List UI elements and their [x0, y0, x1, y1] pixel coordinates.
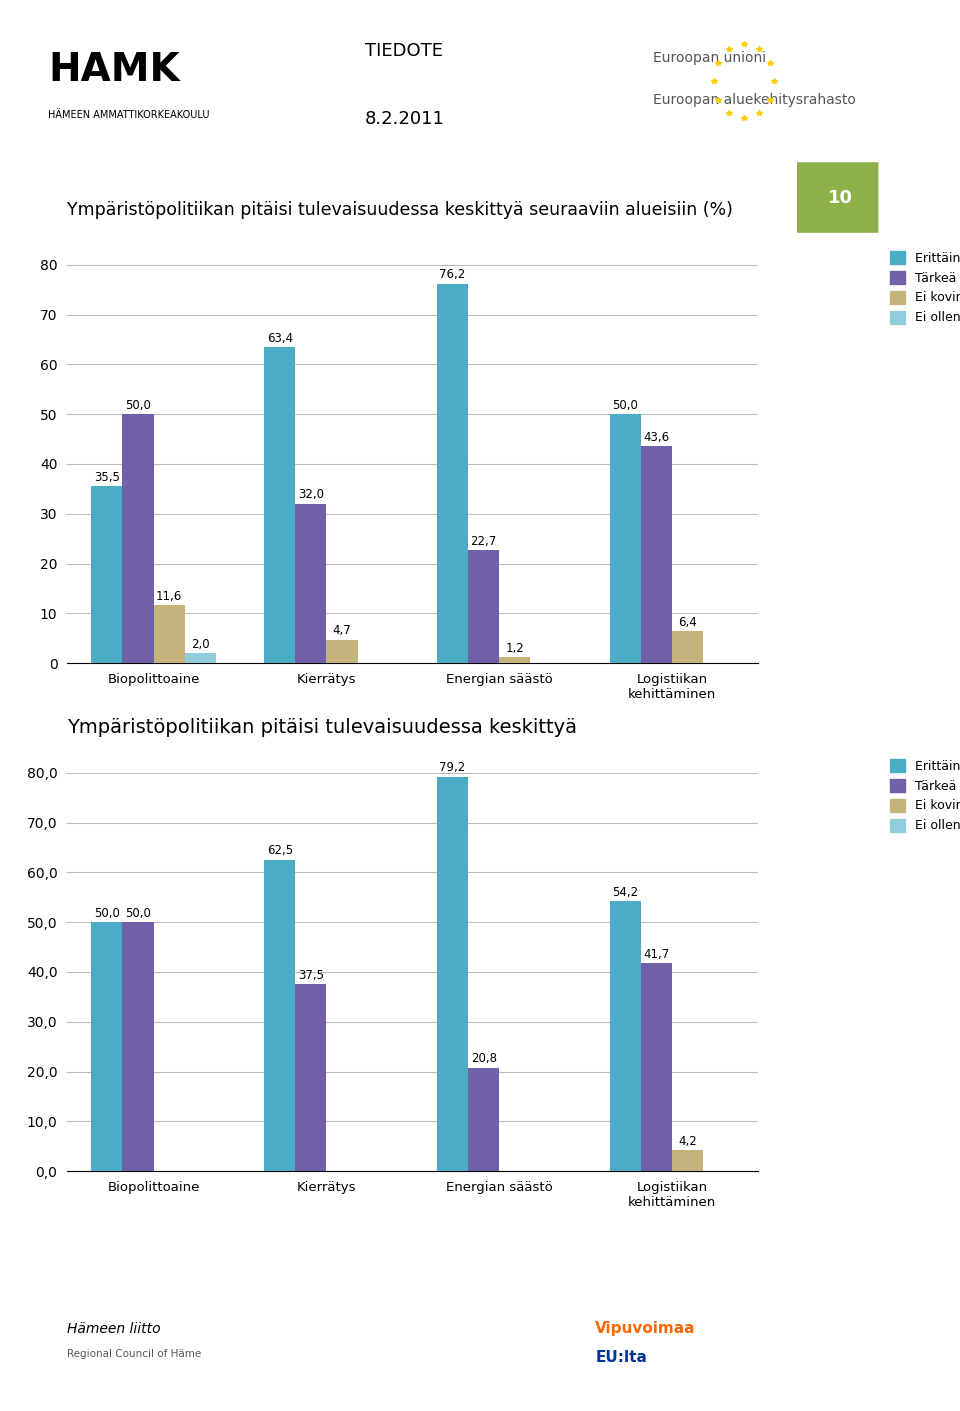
Text: 11,6: 11,6 [156, 590, 182, 602]
Bar [91, 923, 123, 1171]
Bar [468, 550, 499, 663]
Text: 22,7: 22,7 [470, 535, 496, 547]
Text: 50,0: 50,0 [612, 399, 638, 412]
Bar [123, 415, 154, 663]
Text: 1,2: 1,2 [505, 642, 524, 655]
Text: Regional Council of Häme: Regional Council of Häme [67, 1349, 202, 1359]
Bar [296, 985, 326, 1171]
Polygon shape [773, 162, 878, 233]
Bar [610, 415, 641, 663]
Text: 50,0: 50,0 [125, 399, 151, 412]
Text: 20,8: 20,8 [470, 1053, 496, 1065]
Text: 43,6: 43,6 [643, 430, 669, 443]
Text: 8.2.2011: 8.2.2011 [365, 110, 444, 128]
Text: Euroopan aluekehitysrahasto: Euroopan aluekehitysrahasto [653, 93, 855, 107]
Bar [91, 487, 123, 663]
Text: 32,0: 32,0 [298, 488, 324, 501]
Text: HÄMEEN AMMATTIKORKEAKOULU: HÄMEEN AMMATTIKORKEAKOULU [48, 110, 209, 120]
Text: 4,7: 4,7 [332, 624, 351, 638]
Text: 10: 10 [828, 189, 852, 206]
Text: 62,5: 62,5 [267, 844, 293, 858]
Bar [123, 923, 154, 1171]
Bar [437, 284, 468, 663]
Bar [326, 639, 357, 663]
Bar [296, 504, 326, 663]
Bar [610, 902, 641, 1171]
Text: 4,2: 4,2 [678, 1134, 697, 1147]
Bar [641, 446, 672, 663]
Text: EU:lta: EU:lta [595, 1349, 647, 1364]
Text: Ympäristöpolitiikan pitäisi tulevaisuudessa keskittyä: Ympäristöpolitiikan pitäisi tulevaisuude… [67, 718, 577, 737]
Text: 37,5: 37,5 [298, 969, 324, 982]
Text: HAMK: HAMK [48, 51, 180, 89]
Bar [641, 964, 672, 1171]
Text: 6,4: 6,4 [678, 615, 697, 629]
Bar [437, 776, 468, 1171]
Text: 50,0: 50,0 [94, 907, 120, 920]
Bar [672, 1150, 703, 1171]
Text: 63,4: 63,4 [267, 332, 293, 344]
Legend: Erittäin tärkeä, Tärkeä, Ei kovinkaan tärkeä, Ei ollenkaan tärkeä: Erittäin tärkeä, Tärkeä, Ei kovinkaan tä… [884, 753, 960, 837]
Text: 50,0: 50,0 [125, 907, 151, 920]
Text: Ympäristöpolitiikan pitäisi tulevaisuudessa keskittyä seuraaviin alueisiin (%): Ympäristöpolitiikan pitäisi tulevaisuude… [67, 200, 733, 219]
Text: TIEDOTE: TIEDOTE [365, 42, 443, 61]
Text: 79,2: 79,2 [440, 761, 466, 775]
Bar [184, 653, 216, 663]
Bar [264, 347, 296, 663]
Text: 2,0: 2,0 [191, 638, 209, 650]
Bar [264, 859, 296, 1171]
Bar [468, 1068, 499, 1171]
Bar [672, 631, 703, 663]
Bar [154, 605, 184, 663]
Text: Hämeen liitto: Hämeen liitto [67, 1322, 161, 1336]
Text: 35,5: 35,5 [94, 471, 120, 484]
Legend: Erittäin tärkeä, Tärkeä, Ei kovinkaan tärkeä, Ei ollenkaan tärkeä: Erittäin tärkeä, Tärkeä, Ei kovinkaan tä… [884, 246, 960, 329]
Text: 54,2: 54,2 [612, 886, 638, 899]
Text: Euroopan unioni: Euroopan unioni [653, 51, 766, 65]
Bar [499, 658, 530, 663]
Text: 41,7: 41,7 [643, 948, 669, 961]
Text: Vipuvoimaa: Vipuvoimaa [595, 1321, 696, 1336]
Text: 76,2: 76,2 [440, 268, 466, 281]
